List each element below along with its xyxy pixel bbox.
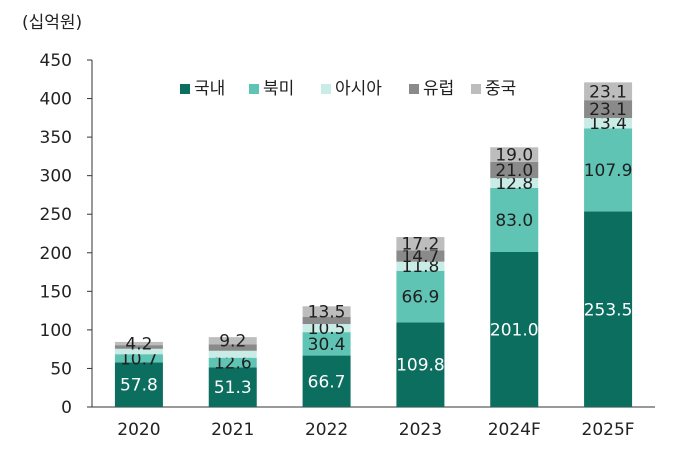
bar-segment-중국 bbox=[490, 147, 539, 162]
data-label: 12.8 bbox=[495, 174, 533, 194]
y-tick-label: 250 bbox=[40, 205, 72, 225]
bar-segment-아시아 bbox=[584, 117, 633, 129]
legend-swatch bbox=[409, 84, 419, 94]
bar-segment-유럽 bbox=[490, 161, 539, 179]
data-label: 10.7 bbox=[120, 349, 158, 369]
data-label: 14.7 bbox=[401, 247, 439, 267]
data-label: 57.8 bbox=[120, 376, 158, 396]
bar-segment-북미 bbox=[114, 354, 163, 363]
legend-swatch bbox=[471, 84, 481, 94]
x-tick-label: 2020 bbox=[117, 420, 160, 440]
unit-label: (십억원) bbox=[22, 13, 83, 33]
bar-segment-아시아 bbox=[208, 350, 257, 358]
data-label: 19.0 bbox=[495, 146, 533, 166]
y-tick-label: 300 bbox=[40, 167, 72, 187]
legend-swatch bbox=[249, 84, 259, 94]
bar-segment-유럽 bbox=[114, 345, 163, 349]
bar-segment-국내 bbox=[208, 367, 257, 407]
legend-swatch bbox=[180, 84, 190, 94]
data-label: 107.9 bbox=[584, 161, 633, 181]
bar-segment-북미 bbox=[584, 128, 633, 212]
y-tick-label: 350 bbox=[40, 128, 72, 148]
bar-segment-유럽 bbox=[302, 316, 351, 325]
legend-label: 국내 bbox=[194, 79, 225, 99]
y-tick-label: 150 bbox=[40, 282, 72, 302]
bar-segment-중국 bbox=[208, 337, 257, 345]
x-tick-label: 2023 bbox=[399, 420, 442, 440]
bar-segment-중국 bbox=[302, 306, 351, 317]
data-label: 11.8 bbox=[401, 257, 439, 277]
bar-segment-중국 bbox=[584, 82, 633, 101]
y-tick-label: 50 bbox=[50, 359, 72, 379]
bar-segment-중국 bbox=[114, 341, 163, 346]
legend-label: 중국 bbox=[485, 79, 516, 99]
bar-segment-유럽 bbox=[208, 344, 257, 351]
bar-segment-아시아 bbox=[396, 261, 445, 271]
x-tick-label: 2021 bbox=[211, 420, 254, 440]
bar-segment-아시아 bbox=[490, 178, 539, 189]
data-label: 23.1 bbox=[589, 100, 627, 120]
data-label: 66.7 bbox=[308, 372, 346, 392]
bar-segment-국내 bbox=[396, 322, 445, 407]
data-label: 83.0 bbox=[495, 211, 533, 231]
data-label: 12.6 bbox=[214, 354, 252, 374]
bar-segment-북미 bbox=[208, 357, 257, 368]
y-tick-label: 0 bbox=[61, 398, 72, 418]
legend-label: 아시아 bbox=[335, 79, 382, 99]
data-label: 23.1 bbox=[589, 82, 627, 102]
data-label: 109.8 bbox=[396, 356, 445, 376]
data-label: 51.3 bbox=[214, 378, 252, 398]
data-label: 4.2 bbox=[125, 335, 152, 355]
bar-segment-국내 bbox=[114, 362, 163, 407]
legend-label: 유럽 bbox=[423, 79, 454, 99]
bar-segment-국내 bbox=[584, 211, 633, 407]
bar-segment-북미 bbox=[396, 270, 445, 323]
bar-segment-아시아 bbox=[302, 324, 351, 333]
bar-segment-유럽 bbox=[584, 100, 633, 118]
data-label: 30.4 bbox=[308, 335, 346, 355]
legend-label: 북미 bbox=[263, 79, 294, 99]
data-label: 17.2 bbox=[401, 235, 439, 255]
data-label: 21.0 bbox=[495, 161, 533, 181]
y-tick-label: 200 bbox=[40, 244, 72, 264]
legend-swatch bbox=[321, 84, 331, 94]
y-tick-label: 450 bbox=[40, 51, 72, 71]
data-label: 201.0 bbox=[490, 321, 539, 341]
bar-segment-국내 bbox=[302, 355, 351, 407]
bar-segment-중국 bbox=[396, 237, 445, 251]
data-label: 253.5 bbox=[584, 300, 633, 320]
bar-segment-북미 bbox=[302, 332, 351, 356]
bar-segment-북미 bbox=[490, 188, 539, 253]
data-label: 13.5 bbox=[308, 302, 346, 322]
bar-segment-국내 bbox=[490, 252, 539, 407]
x-tick-label: 2022 bbox=[305, 420, 348, 440]
y-tick-label: 100 bbox=[40, 321, 72, 341]
y-tick-label: 400 bbox=[40, 90, 72, 110]
bar-segment-유럽 bbox=[396, 250, 445, 262]
data-label: 10.5 bbox=[308, 319, 346, 339]
x-tick-label: 2024F bbox=[488, 420, 541, 440]
data-label: 13.4 bbox=[589, 114, 627, 134]
bar-segment-아시아 bbox=[114, 348, 163, 355]
data-label: 66.9 bbox=[401, 288, 439, 308]
x-tick-label: 2025F bbox=[582, 420, 635, 440]
data-label: 9.2 bbox=[219, 332, 246, 352]
